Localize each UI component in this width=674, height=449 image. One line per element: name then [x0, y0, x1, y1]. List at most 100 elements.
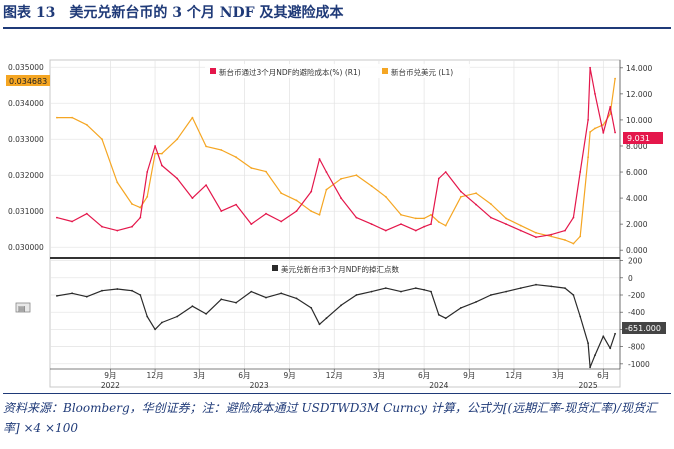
- hedge-cost-point-9: [161, 164, 163, 167]
- bottom-right-tick-label-6: -1000: [628, 360, 650, 369]
- swap-points-point-20: [318, 323, 321, 326]
- bottom-right-tick-label-2: -200: [628, 291, 645, 300]
- hedge-cost-point-11: [191, 197, 194, 200]
- hedge-cost-point-28: [423, 225, 425, 228]
- hedge-cost-point-18: [295, 210, 298, 213]
- y-right-tick-label-6: 2.000: [626, 220, 648, 229]
- y-left-tick-label-5: 0.030000: [8, 243, 44, 252]
- swap-points-point-8: [154, 328, 157, 331]
- last-value-left: 0.034683: [6, 75, 50, 86]
- swap-points-point-42: [587, 342, 589, 345]
- swap-points-point-32: [460, 307, 462, 309]
- swap-points-point-17: [280, 292, 283, 295]
- swap-points-line: [56, 284, 616, 368]
- hedge-cost-point-40: [572, 216, 575, 219]
- swap-points-point-37: [535, 283, 537, 286]
- hedge-cost-point-12: [205, 184, 208, 187]
- source-rule: [3, 393, 671, 394]
- hedge-cost-point-14: [235, 203, 238, 206]
- x-tick-label-11: 6月: [597, 371, 609, 380]
- hedge-cost-point-20: [318, 158, 321, 160]
- spot-rate-point-28: [423, 217, 425, 220]
- x-tick-label-0: 9月: [104, 371, 116, 380]
- hedge-cost-point-7: [146, 171, 149, 173]
- hedge-cost-point-39: [564, 229, 566, 232]
- x-tick-label-9: 12月: [505, 371, 522, 380]
- spot-rate-point-5: [131, 203, 133, 205]
- spot-rate-point-41: [579, 235, 582, 238]
- hedge-cost-point-21: [325, 171, 328, 173]
- legend-label-points: 美元兑新台币3个月NDF的掉汇点数: [281, 264, 399, 274]
- swap-points-point-12: [205, 313, 208, 315]
- swap-points-point-22: [340, 304, 342, 307]
- spot-rate-point-11: [191, 116, 194, 119]
- x-axis: 9月 12月 3月 6月 9月 12月 3月 6月 9月 12月 3月 6月 2022 2023 2024 2…: [50, 368, 620, 390]
- spot-rate-point-20: [318, 213, 321, 216]
- spot-rate-point-35: [505, 217, 507, 220]
- swap-points-point-24: [370, 290, 373, 293]
- legend-swatch-points: [272, 265, 278, 271]
- y-right-tick-label-7: 0.000: [626, 246, 648, 255]
- x-tick-label-5: 12月: [326, 371, 343, 380]
- hedge-cost-series: [56, 66, 616, 239]
- bottom-right-tick-label-0: 200: [628, 257, 643, 266]
- side-menu-icon-glyph: ▤: [18, 304, 26, 313]
- swap-points-point-35: [505, 290, 507, 293]
- swap-points-point-41: [579, 315, 582, 318]
- swap-points-point-1: [71, 292, 73, 295]
- spot-rate-point-22: [340, 177, 342, 180]
- y-right-tick-label-1: 12.000: [626, 90, 652, 99]
- hedge-cost-point-19: [310, 190, 313, 193]
- spot-rate-point-4: [116, 181, 119, 184]
- spot-rate-point-29: [430, 213, 432, 216]
- spot-rate-point-18: [295, 199, 298, 202]
- x-tick-label-4: 9月: [283, 371, 295, 380]
- spot-rate-series: [56, 77, 616, 245]
- bottom-right-tick-label-1: 0: [628, 274, 633, 283]
- hedge-cost-point-26: [400, 223, 402, 226]
- swap-points-point-28: [423, 288, 425, 291]
- swap-points-point-26: [400, 290, 402, 293]
- hedge-cost-point-27: [414, 229, 417, 232]
- x-tick-label-10: 3月: [552, 371, 564, 380]
- spot-rate-point-7: [146, 195, 149, 198]
- hedge-cost-point-3: [101, 225, 103, 228]
- last-value-right-text: 9.031: [627, 134, 650, 143]
- spot-rate-point-33: [475, 192, 477, 195]
- bottom-right-axis: 2000-200-400-600-800-1000: [619, 257, 650, 369]
- hedge-cost-point-44: [594, 93, 596, 95]
- swap-points-point-14: [235, 301, 238, 304]
- swap-points-point-36: [519, 287, 522, 289]
- swap-points-point-31: [444, 317, 447, 320]
- spot-rate-point-1: [71, 116, 73, 119]
- spot-rate-point-37: [535, 231, 537, 234]
- hedge-cost-point-10: [176, 177, 179, 180]
- hedge-cost-point-22: [340, 197, 342, 200]
- hedge-cost-point-34: [490, 216, 492, 219]
- spot-rate-point-30: [437, 221, 440, 223]
- spot-rate-point-13: [220, 149, 223, 151]
- side-menu-icon[interactable]: ▤: [15, 302, 31, 313]
- swap-points-point-18: [295, 297, 298, 300]
- x-tick-label-2: 3月: [193, 371, 205, 380]
- swap-points-point-4: [116, 288, 119, 290]
- legend-swatch-hedge: [210, 68, 216, 74]
- spot-rate-line: [56, 78, 616, 245]
- spot-rate-point-12: [205, 145, 208, 148]
- title-rule: [3, 27, 671, 29]
- spot-rate-point-36: [519, 224, 522, 227]
- swap-points-point-10: [176, 315, 179, 318]
- swap-points-point-40: [572, 294, 575, 296]
- hedge-cost-point-4: [116, 229, 119, 232]
- hedge-cost-point-35: [505, 223, 507, 226]
- bottom-right-tick-label-5: -800: [628, 343, 645, 352]
- last-value-bottom-text: -651.000: [625, 324, 661, 333]
- swap-points-point-6: [139, 294, 142, 296]
- legend-label-spot: 新台币兑美元 (L1): [391, 67, 453, 77]
- hedge-cost-point-23: [355, 216, 358, 219]
- last-value-bottom: -651.000: [622, 322, 666, 334]
- hedge-cost-point-32: [460, 190, 462, 193]
- hedge-cost-point-31: [444, 171, 447, 173]
- y-right-tick-label-5: 4.000: [626, 194, 648, 203]
- y-left-tick-label-2: 0.033000: [8, 135, 44, 144]
